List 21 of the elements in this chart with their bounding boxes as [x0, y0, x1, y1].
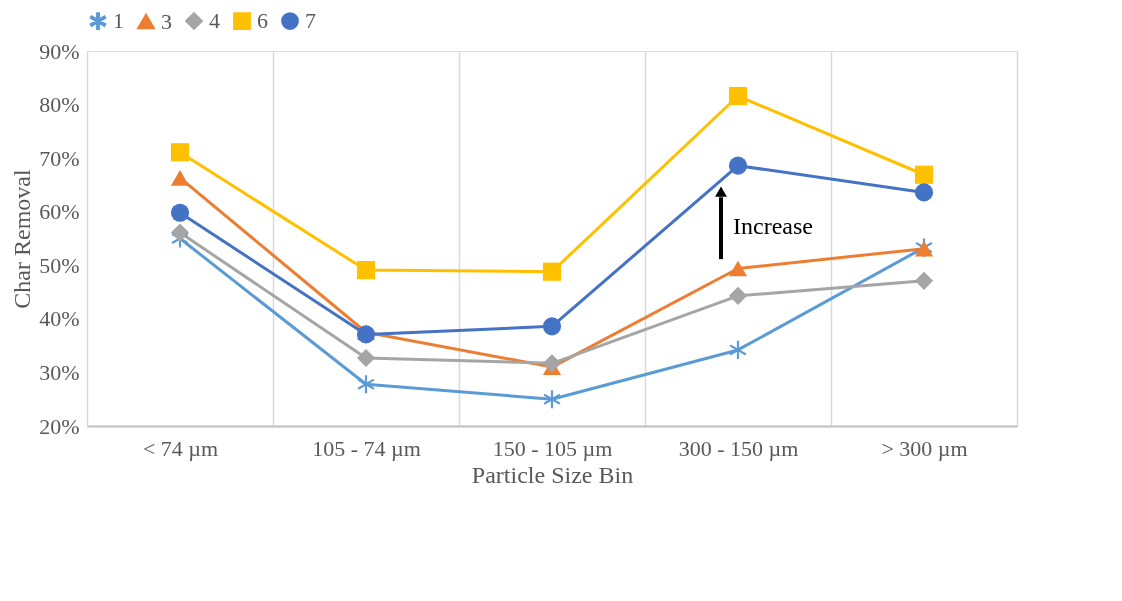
x-tick-label: 300 - 150 µm — [678, 435, 799, 461]
legend-label: 4 — [209, 8, 220, 34]
x-axis-title: Particle Size Bin — [471, 461, 634, 488]
x-tick-label: 105 - 74 µm — [312, 435, 421, 461]
x-tick-label: < 74 µm — [142, 435, 219, 461]
legend-label: 7 — [305, 8, 316, 34]
legend-label: 6 — [257, 8, 268, 34]
x-tick-label: 150 - 105 µm — [492, 435, 613, 461]
y-tick-label: 90% — [39, 38, 80, 64]
y-tick-label: 30% — [39, 359, 80, 385]
y-tick-label: 80% — [39, 92, 80, 118]
y-tick-label: 20% — [39, 413, 80, 439]
y-tick-label: 70% — [39, 145, 80, 171]
x-tick-label: > 300 µm — [881, 435, 968, 461]
y-tick-label: 50% — [39, 252, 80, 278]
annotation: Increase — [733, 213, 813, 240]
y-axis-title: Char Removal — [9, 169, 36, 309]
y-tick-label: 40% — [39, 306, 80, 332]
legend-label: 1 — [113, 8, 124, 34]
legend-label: 3 — [161, 8, 172, 34]
y-tick-label: 60% — [39, 199, 80, 225]
